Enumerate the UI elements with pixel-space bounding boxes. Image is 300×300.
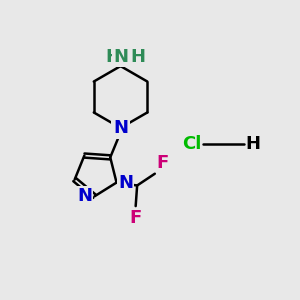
Text: H: H [246, 135, 261, 153]
Text: N: N [118, 174, 133, 192]
Text: H: H [106, 48, 121, 66]
Text: F: F [156, 154, 169, 172]
Text: Cl: Cl [182, 135, 202, 153]
Text: H: H [131, 48, 146, 66]
Text: N: N [77, 187, 92, 205]
Text: F: F [130, 209, 142, 227]
Text: N: N [113, 48, 128, 66]
Text: N: N [113, 119, 128, 137]
